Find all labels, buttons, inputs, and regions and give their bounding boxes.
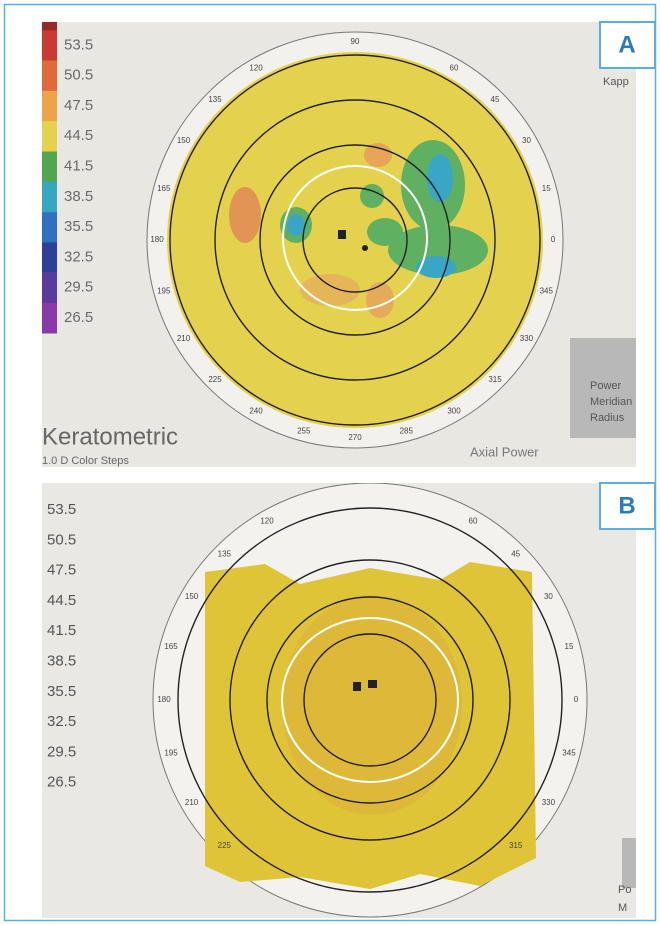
color-swatch <box>42 242 57 273</box>
scale-label: 29.5 <box>47 743 76 760</box>
angle-label: 150 <box>185 592 199 601</box>
center-mark <box>338 230 346 239</box>
map-patch <box>367 218 403 246</box>
angle-label: 0 <box>574 695 579 704</box>
color-swatch <box>42 152 57 183</box>
scale-label: 29.5 <box>64 279 93 296</box>
center-mark <box>362 245 368 251</box>
angle-label: 120 <box>249 64 263 73</box>
center-mark <box>353 682 361 691</box>
center-mark <box>368 680 377 688</box>
angle-label: 330 <box>542 798 556 807</box>
color-swatch <box>42 121 57 152</box>
scale-label: 41.5 <box>47 622 76 639</box>
angle-label: 30 <box>544 592 553 601</box>
scale-label: 38.5 <box>64 188 93 205</box>
panel-b: 53.5 50.5 47.5 44.5 41.5 38.5 35.5 32.5 29.5 26.5… <box>42 483 636 918</box>
side-label: Radius <box>590 412 625 424</box>
scale-label: 35.5 <box>47 683 76 700</box>
angle-label: 15 <box>542 184 551 193</box>
side-label: M <box>618 902 627 914</box>
angle-label: 150 <box>177 136 191 145</box>
figure: 56.553.550.547.544.541.538.535.532.529.5… <box>0 0 660 925</box>
map-patch <box>300 274 360 306</box>
side-label: Po <box>618 884 631 896</box>
color-swatch <box>42 30 57 61</box>
angle-label: 315 <box>488 375 502 384</box>
map-disc <box>167 52 543 428</box>
scale-label: 50.5 <box>47 531 76 548</box>
angle-label: 30 <box>522 136 531 145</box>
side-label: Power <box>590 380 622 392</box>
angle-label: 330 <box>520 334 534 343</box>
angle-label: 0 <box>551 235 556 244</box>
scale-label: 53.5 <box>64 36 93 53</box>
scale-label: 44.5 <box>47 592 76 609</box>
scale-label: 47.5 <box>64 97 93 114</box>
angle-label: 225 <box>218 841 232 850</box>
panel-label: A <box>618 31 635 58</box>
scale-label: 41.5 <box>64 157 93 174</box>
angle-label: 345 <box>562 748 576 757</box>
scale-label: 32.5 <box>64 248 93 265</box>
angle-label: 180 <box>150 235 164 244</box>
angle-label: 300 <box>447 407 461 416</box>
map-patch <box>427 154 453 202</box>
angle-label: 210 <box>177 334 191 343</box>
map-type: Axial Power <box>470 444 539 459</box>
angle-label: 15 <box>565 642 574 651</box>
scale-label: 38.5 <box>47 652 76 669</box>
angle-label: 270 <box>348 433 362 442</box>
angle-label: 60 <box>450 64 459 73</box>
angle-label: 120 <box>260 517 274 526</box>
angle-label: 195 <box>157 286 171 295</box>
scale-label: 26.5 <box>64 309 93 326</box>
scale-label: 44.5 <box>64 127 93 144</box>
angle-label: 240 <box>249 407 263 416</box>
angle-label: 45 <box>511 549 520 558</box>
color-bar <box>42 0 57 334</box>
scale-label: 53.5 <box>47 501 76 518</box>
panel-a: 56.553.550.547.544.541.538.535.532.529.5… <box>42 0 636 467</box>
scale-label: 35.5 <box>64 218 93 235</box>
angle-label: 210 <box>185 798 199 807</box>
angle-label: 135 <box>208 95 222 104</box>
angle-label: 255 <box>297 426 311 435</box>
color-swatch <box>42 61 57 92</box>
scale-label: 32.5 <box>47 713 76 730</box>
angle-label: 165 <box>164 642 178 651</box>
side-label: Kapp <box>603 76 629 88</box>
angle-label: 135 <box>218 549 232 558</box>
angle-label: 90 <box>351 37 360 46</box>
angle-label: 195 <box>164 748 178 757</box>
map-subtitle: 1.0 D Color Steps <box>42 455 129 467</box>
side-label: Meridian <box>590 396 632 408</box>
scale-label: 47.5 <box>47 562 76 579</box>
map-patch <box>416 256 456 278</box>
color-swatch <box>42 182 57 213</box>
angle-label: 315 <box>509 841 523 850</box>
map-patch <box>229 187 261 243</box>
info-box <box>622 838 636 888</box>
angle-label: 60 <box>469 517 478 526</box>
scale-label: 50.5 <box>64 67 93 84</box>
panel-label: B <box>618 492 635 519</box>
color-swatch <box>42 273 57 304</box>
angle-label: 45 <box>491 95 500 104</box>
scale-label: 26.5 <box>47 774 76 791</box>
angle-label: 180 <box>157 695 171 704</box>
angle-label: 285 <box>400 426 414 435</box>
map-patch <box>360 184 384 208</box>
color-swatch <box>42 303 57 334</box>
color-swatch <box>42 91 57 122</box>
angle-label: 225 <box>208 375 222 384</box>
map-patch <box>287 214 305 236</box>
angle-label: 345 <box>540 286 554 295</box>
angle-label: 165 <box>157 184 171 193</box>
color-swatch <box>42 212 57 243</box>
map-title: Keratometric <box>42 423 178 450</box>
